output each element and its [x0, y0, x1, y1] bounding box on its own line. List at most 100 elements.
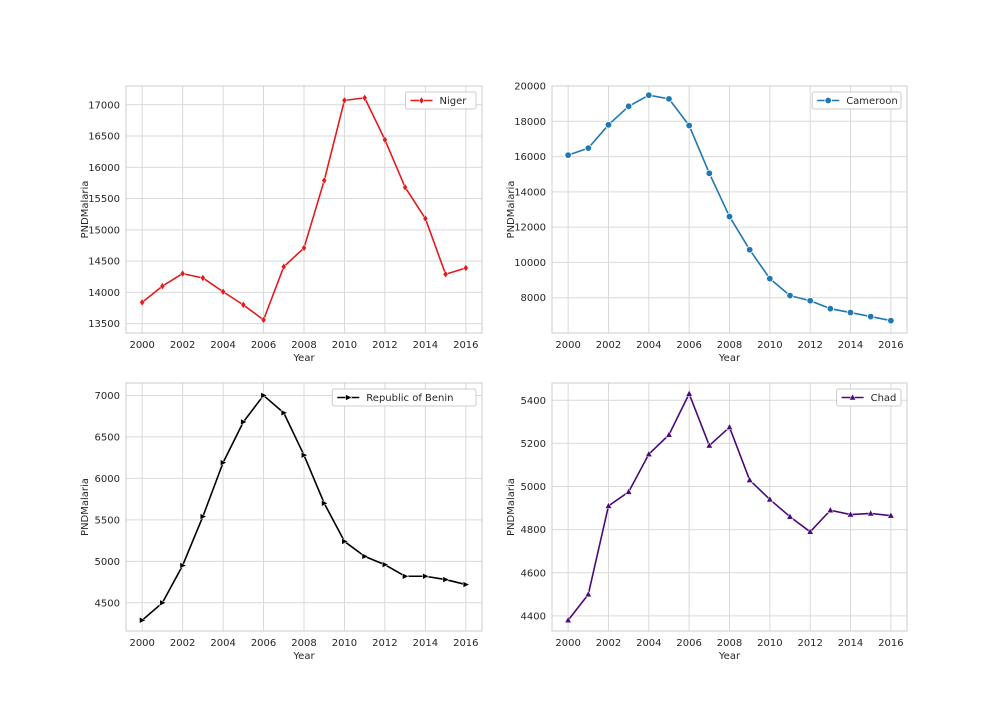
y-tick-label: 5400 — [521, 396, 546, 407]
x-axis-label: Year — [718, 651, 741, 662]
y-tick-label: 4600 — [521, 568, 546, 579]
y-tick-label: 16500 — [88, 132, 120, 143]
data-point — [159, 599, 167, 607]
data-point — [665, 430, 673, 438]
data-point — [584, 144, 593, 152]
y-tick-label: 7000 — [95, 391, 120, 402]
y-tick-label: 14000 — [88, 288, 120, 299]
x-tick-label: 2014 — [838, 638, 863, 649]
data-point — [139, 298, 146, 307]
plot-frame — [125, 382, 483, 632]
data-point — [826, 506, 835, 514]
data-point — [301, 451, 309, 459]
x-tick-label: 2000 — [555, 638, 580, 649]
data-point — [766, 495, 774, 503]
data-point — [159, 282, 166, 291]
y-tick-label: 16000 — [514, 152, 546, 163]
y-tick-label: 8000 — [521, 293, 546, 304]
y-tick-label: 6500 — [95, 432, 120, 443]
data-point — [381, 561, 390, 569]
legend-box — [836, 388, 902, 407]
x-tick-label: 2012 — [797, 340, 822, 351]
data-point — [887, 316, 895, 325]
y-axis-label: PNDMalaria — [506, 478, 517, 536]
y-tick-label: 5000 — [521, 482, 546, 493]
data-point — [705, 441, 713, 449]
x-axis-label: Year — [718, 353, 741, 364]
y-tick-label: 14500 — [88, 257, 120, 268]
data-point — [867, 509, 875, 517]
data-point — [321, 176, 328, 185]
y-tick-label: 14000 — [514, 187, 546, 198]
x-tick-label: 2002 — [170, 340, 195, 351]
y-tick-label: 12000 — [514, 223, 546, 234]
data-point — [402, 572, 410, 580]
x-tick-label: 2004 — [636, 638, 661, 649]
data-point — [685, 121, 693, 130]
legend-marker — [824, 96, 832, 105]
x-tick-label: 2004 — [210, 340, 235, 351]
y-tick-label: 6000 — [95, 474, 120, 485]
x-tick-label: 2010 — [332, 638, 357, 649]
chart-panel-2: 2000 2002 2004 2006 2008 2010 2012 2014 2016 8000… — [506, 82, 908, 364]
legend-label: Republic of Benin — [366, 393, 453, 404]
chart-panel-1: 2000 2002 2004 2006 2008 2010 2012 2014 2016 1350… — [80, 85, 483, 364]
x-tick-label: 2012 — [372, 340, 397, 351]
x-tick-label: 2006 — [251, 638, 276, 649]
data-point — [786, 291, 794, 300]
data-point — [846, 308, 855, 317]
x-tick-label: 2016 — [453, 638, 478, 649]
data-point — [200, 273, 206, 283]
data-point — [402, 183, 408, 192]
data-point — [645, 91, 653, 99]
plot-frame — [551, 382, 908, 632]
data-point — [665, 95, 673, 103]
data-point — [745, 246, 754, 254]
data-point — [866, 312, 875, 321]
data-point — [260, 315, 267, 324]
data-point — [806, 527, 814, 535]
legend-box — [811, 91, 902, 110]
x-tick-label: 2010 — [332, 340, 357, 351]
x-tick-label: 2010 — [757, 638, 782, 649]
x-tick-label: 2006 — [676, 638, 701, 649]
data-point — [179, 562, 187, 569]
x-tick-label: 2008 — [291, 340, 316, 351]
y-tick-label: 4400 — [521, 611, 546, 622]
y-tick-label: 5000 — [95, 557, 120, 568]
x-tick-label: 2004 — [210, 638, 235, 649]
data-point — [564, 616, 572, 623]
legend-label: Chad — [871, 393, 897, 404]
x-tick-label: 2014 — [413, 340, 438, 351]
x-tick-label: 2016 — [878, 340, 903, 351]
chart-panel-3: 2000 2002 2004 2006 2008 2010 2012 2014 2016 4500… — [80, 382, 483, 662]
data-point — [604, 121, 613, 129]
y-axis-label: PNDMalaria — [80, 478, 91, 536]
data-point — [846, 510, 855, 518]
data-point — [564, 151, 572, 159]
data-point — [462, 581, 470, 589]
data-point — [705, 169, 714, 178]
data-point — [139, 616, 147, 624]
data-point — [806, 297, 814, 305]
data-point — [240, 300, 247, 309]
y-tick-label: 4800 — [521, 525, 546, 536]
data-point — [604, 501, 613, 509]
x-axis-label: Year — [292, 651, 315, 662]
x-tick-label: 2012 — [797, 638, 822, 649]
data-point — [240, 418, 248, 426]
data-point — [301, 243, 307, 252]
data-point — [584, 590, 592, 598]
y-tick-label: 13500 — [88, 319, 120, 330]
data-point — [361, 552, 369, 560]
legend-marker — [345, 394, 353, 401]
x-axis-label: Year — [292, 353, 315, 364]
data-point — [341, 537, 349, 545]
y-tick-label: 15500 — [88, 194, 120, 205]
data-point — [442, 576, 450, 584]
x-tick-label: 2006 — [251, 340, 276, 351]
data-point — [887, 511, 895, 519]
y-axis-label: PNDMalaria — [506, 181, 517, 239]
x-tick-label: 2004 — [636, 340, 661, 351]
